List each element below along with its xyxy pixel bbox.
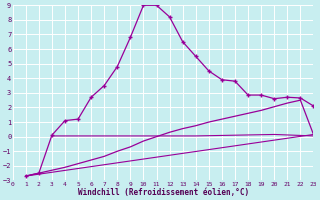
X-axis label: Windchill (Refroidissement éolien,°C): Windchill (Refroidissement éolien,°C): [77, 188, 249, 197]
